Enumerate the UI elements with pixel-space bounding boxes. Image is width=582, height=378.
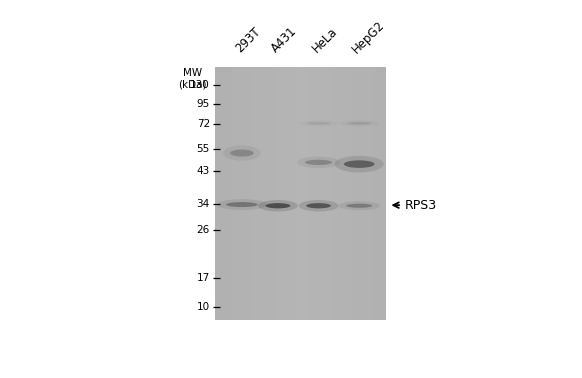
Ellipse shape bbox=[226, 202, 258, 207]
Bar bbox=[360, 67, 365, 321]
Bar bbox=[374, 67, 378, 321]
Bar bbox=[288, 67, 292, 321]
Bar bbox=[309, 67, 313, 321]
Bar bbox=[283, 67, 288, 321]
Text: 43: 43 bbox=[197, 166, 210, 175]
Bar bbox=[335, 67, 339, 321]
Bar bbox=[262, 67, 266, 321]
Text: 72: 72 bbox=[197, 119, 210, 129]
Bar bbox=[249, 67, 253, 321]
Bar bbox=[378, 67, 382, 321]
Bar bbox=[296, 67, 300, 321]
Ellipse shape bbox=[335, 156, 384, 172]
Bar bbox=[300, 67, 305, 321]
Text: 26: 26 bbox=[197, 225, 210, 235]
Bar bbox=[382, 67, 386, 321]
Bar bbox=[215, 67, 386, 321]
Bar bbox=[245, 67, 249, 321]
Bar bbox=[279, 67, 283, 321]
Bar bbox=[352, 67, 356, 321]
Bar bbox=[232, 67, 236, 321]
Bar bbox=[365, 67, 369, 321]
Bar bbox=[258, 67, 262, 321]
Bar bbox=[322, 67, 327, 321]
Text: (kDa): (kDa) bbox=[178, 80, 207, 90]
Text: RPS3: RPS3 bbox=[404, 199, 436, 212]
Bar bbox=[356, 67, 360, 321]
Text: 34: 34 bbox=[197, 199, 210, 209]
Bar bbox=[219, 67, 223, 321]
Bar bbox=[327, 67, 331, 321]
Ellipse shape bbox=[306, 122, 331, 125]
Ellipse shape bbox=[344, 160, 374, 168]
Bar bbox=[266, 67, 271, 321]
Bar bbox=[228, 67, 232, 321]
Text: 95: 95 bbox=[197, 99, 210, 108]
Bar bbox=[313, 67, 318, 321]
Text: A431: A431 bbox=[269, 25, 300, 56]
Text: 293T: 293T bbox=[233, 25, 263, 56]
Bar bbox=[343, 67, 347, 321]
Ellipse shape bbox=[306, 203, 331, 208]
Ellipse shape bbox=[230, 150, 254, 156]
Bar bbox=[240, 67, 245, 321]
Bar bbox=[305, 67, 309, 321]
Text: 10: 10 bbox=[197, 302, 210, 312]
Ellipse shape bbox=[347, 122, 371, 125]
Bar bbox=[292, 67, 296, 321]
Bar bbox=[236, 67, 240, 321]
Ellipse shape bbox=[305, 160, 332, 165]
Bar bbox=[331, 67, 335, 321]
Bar bbox=[253, 67, 258, 321]
Text: MW: MW bbox=[183, 68, 202, 78]
Ellipse shape bbox=[339, 120, 379, 127]
Ellipse shape bbox=[265, 203, 290, 208]
Bar bbox=[215, 67, 219, 321]
Bar bbox=[318, 67, 322, 321]
Bar bbox=[369, 67, 374, 321]
Text: HeLa: HeLa bbox=[310, 25, 340, 56]
Ellipse shape bbox=[346, 204, 372, 208]
Ellipse shape bbox=[297, 156, 340, 168]
Text: 17: 17 bbox=[197, 273, 210, 283]
Ellipse shape bbox=[217, 199, 267, 210]
Ellipse shape bbox=[299, 200, 338, 212]
Bar bbox=[339, 67, 343, 321]
Ellipse shape bbox=[258, 200, 298, 212]
Text: HepG2: HepG2 bbox=[350, 18, 388, 56]
Text: 130: 130 bbox=[190, 80, 210, 90]
Ellipse shape bbox=[338, 201, 380, 210]
Bar bbox=[223, 67, 228, 321]
Bar bbox=[271, 67, 275, 321]
Bar bbox=[275, 67, 279, 321]
Ellipse shape bbox=[223, 146, 261, 161]
Bar bbox=[347, 67, 352, 321]
Text: 55: 55 bbox=[197, 144, 210, 154]
